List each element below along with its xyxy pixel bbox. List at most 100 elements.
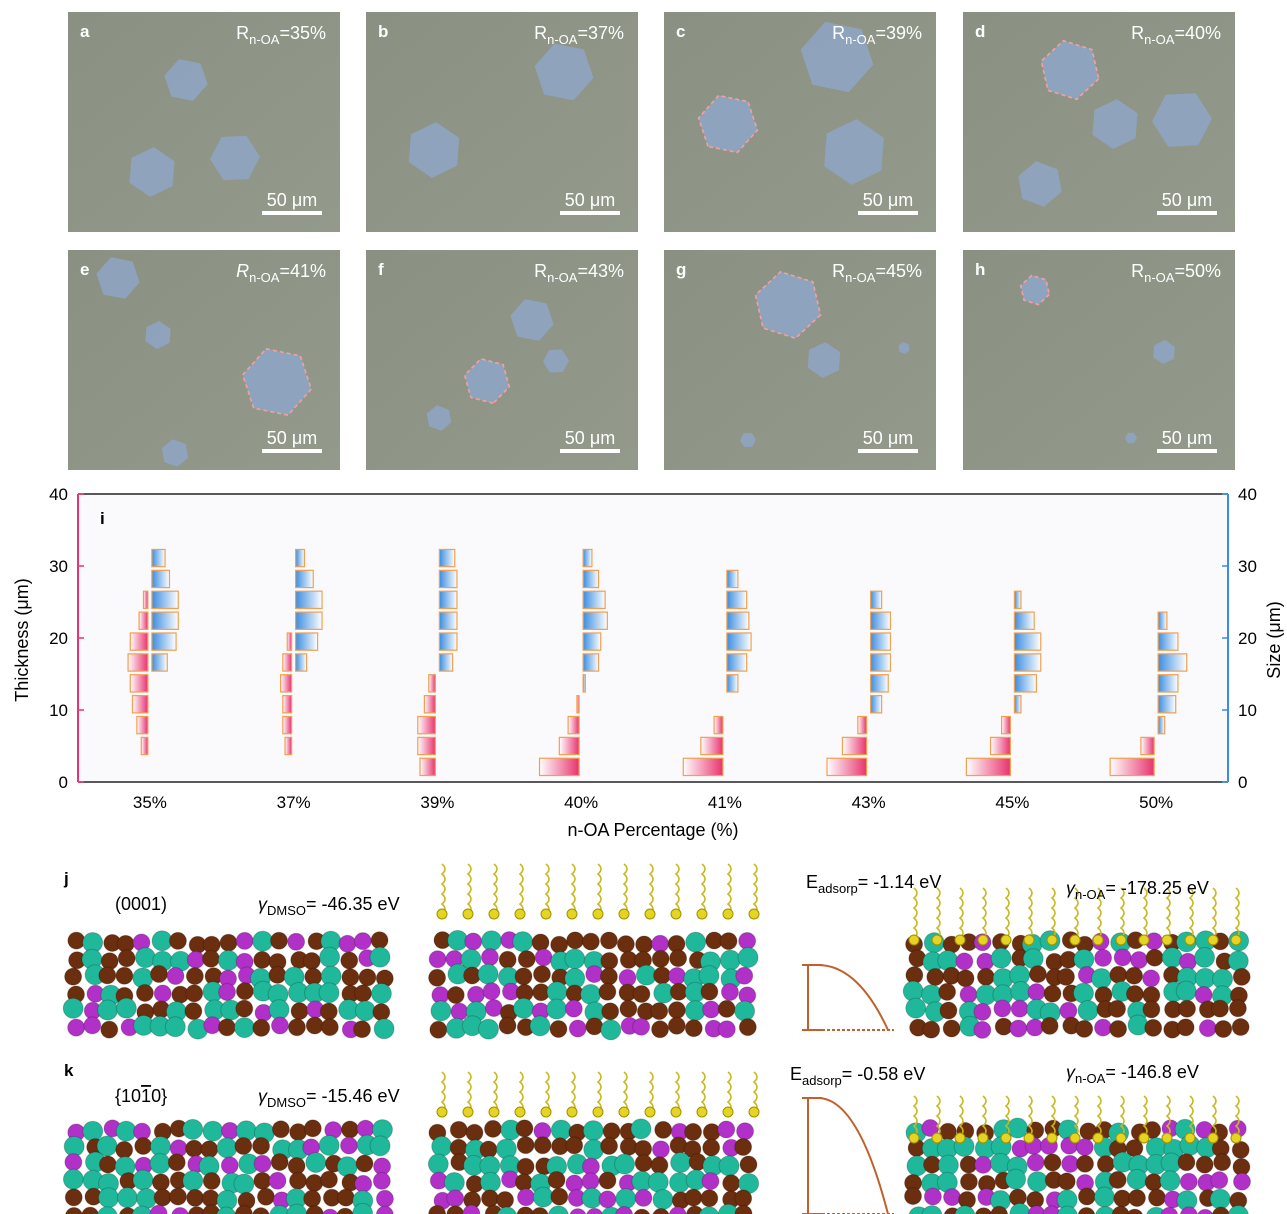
ligand-head	[463, 909, 473, 919]
atom	[1126, 1209, 1143, 1214]
atom	[735, 1190, 752, 1207]
atom	[217, 1138, 237, 1158]
atom	[150, 966, 167, 983]
atom	[532, 934, 549, 951]
atom	[117, 1188, 137, 1208]
atom	[202, 950, 219, 967]
atom	[290, 1172, 307, 1189]
y2-tick-label: 20	[1238, 629, 1257, 648]
atom	[68, 1019, 85, 1036]
panel-letter: f	[378, 260, 384, 279]
atom	[905, 1188, 922, 1205]
x-tick-label: 39%	[420, 793, 454, 812]
thickness-bar	[842, 737, 866, 754]
atom	[269, 1172, 286, 1189]
size-bar	[727, 612, 749, 629]
ligand-chain	[1236, 888, 1239, 938]
atom	[669, 967, 686, 984]
atom	[975, 1156, 992, 1173]
scale-bar-label: 50 μm	[863, 190, 913, 210]
atom	[429, 951, 446, 968]
energy-symbol: E	[790, 1064, 802, 1084]
y-tick-label: 30	[49, 557, 68, 576]
ratio-symbol: R	[832, 261, 845, 281]
atom	[631, 1119, 651, 1139]
atom	[430, 1021, 447, 1038]
ligand-head	[932, 935, 942, 945]
atom	[370, 1136, 390, 1156]
atom	[65, 1154, 82, 1171]
x-tick-label: 35%	[133, 793, 167, 812]
gamma-subscript: DMSO	[267, 903, 306, 918]
atom	[635, 1189, 652, 1206]
atom	[136, 984, 153, 1001]
atom	[1228, 1205, 1248, 1214]
thickness-bar	[577, 696, 579, 713]
ligand-head	[593, 1107, 603, 1117]
thickness-bar	[130, 675, 148, 692]
atom	[101, 1021, 118, 1038]
size-bar	[583, 654, 598, 671]
atom	[516, 1120, 533, 1137]
atom	[1215, 1020, 1232, 1037]
atom	[306, 1175, 323, 1192]
thickness-bar	[429, 675, 436, 692]
thickness-bar	[424, 696, 435, 713]
ratio-symbol: R	[1131, 23, 1144, 43]
atom	[320, 1171, 337, 1188]
ligand-head	[1001, 1133, 1011, 1143]
atom	[582, 1173, 599, 1190]
atom	[569, 1020, 586, 1037]
energy-curve	[818, 965, 888, 1030]
ligand-head	[909, 1133, 919, 1143]
atom	[583, 1121, 603, 1141]
ligand-chain	[520, 1072, 523, 1112]
atom	[339, 935, 356, 952]
atom	[1044, 1154, 1061, 1171]
atom	[655, 1121, 672, 1138]
atom	[186, 968, 203, 985]
atom	[975, 1208, 992, 1214]
atom	[1026, 1019, 1043, 1036]
ligand-chain	[1029, 888, 1032, 938]
atom	[652, 1141, 669, 1158]
ratio-symbol: R	[236, 23, 249, 43]
ligand-head	[1208, 1133, 1218, 1143]
atom	[1214, 1154, 1231, 1171]
thickness-bar	[283, 716, 292, 733]
atom	[304, 1190, 321, 1207]
atom	[220, 934, 237, 951]
ratio-value: =41%	[279, 261, 326, 281]
size-bar	[296, 570, 314, 587]
ligand-chain	[572, 864, 575, 914]
atom	[1110, 966, 1127, 983]
atom	[236, 932, 253, 949]
size-bar	[152, 570, 170, 587]
size-bar	[871, 654, 891, 671]
atom	[1161, 1207, 1178, 1214]
atom	[1078, 1207, 1095, 1214]
atom	[739, 933, 756, 950]
atom	[582, 933, 599, 950]
atom	[1211, 1000, 1228, 1017]
atom	[1078, 1001, 1098, 1021]
atom	[236, 983, 253, 1000]
atom	[204, 1017, 221, 1034]
atom	[652, 1209, 669, 1214]
atom	[1029, 966, 1046, 983]
atom	[65, 1208, 82, 1214]
ratio-symbol: R	[534, 23, 547, 43]
atom	[1058, 1173, 1075, 1190]
ligand-chain	[598, 864, 601, 914]
atom	[567, 932, 584, 949]
plot-background	[78, 494, 1228, 782]
atom	[685, 1189, 702, 1206]
atom	[371, 984, 391, 1004]
atom	[599, 1172, 616, 1189]
y2-tick-label: 0	[1238, 773, 1247, 792]
atom	[481, 1190, 498, 1207]
atom	[1010, 1203, 1030, 1214]
atom	[940, 1002, 957, 1019]
size-bar	[1158, 633, 1178, 650]
atom	[1041, 1017, 1058, 1034]
